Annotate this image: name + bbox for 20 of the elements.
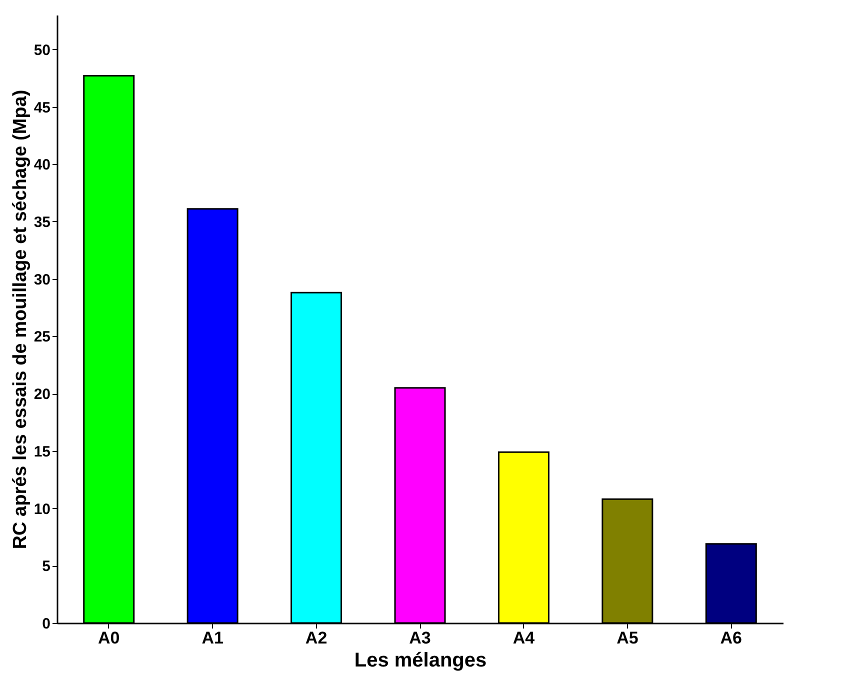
y-tick-label: 40 [34,156,50,174]
x-tick-label: A2 [305,628,328,648]
y-tick-label: 0 [42,616,50,632]
y-axis-title: RC aprés les essais de mouillage et séchage (Mpa) [10,90,31,550]
y-tick-label: 45 [34,99,50,116]
x-tick-label: A5 [616,628,638,648]
y-tick-label: 10 [34,500,50,518]
x-axis-title: Les mélanges [354,650,487,672]
y-tick-label: 50 [34,42,50,59]
x-tick-label: A4 [512,628,536,648]
x-tick-label: A3 [409,628,431,648]
x-tick-label: A6 [720,628,742,648]
y-tick-label: 15 [34,443,50,460]
x-tick-label: A1 [202,628,224,648]
x-tick-label: A0 [98,628,120,648]
y-tick-label: 25 [34,328,50,346]
y-tick-label: 5 [42,558,50,576]
y-tick-label: 20 [34,386,50,404]
y-tick-label: 30 [34,271,50,288]
y-tick-label: 35 [34,214,50,231]
